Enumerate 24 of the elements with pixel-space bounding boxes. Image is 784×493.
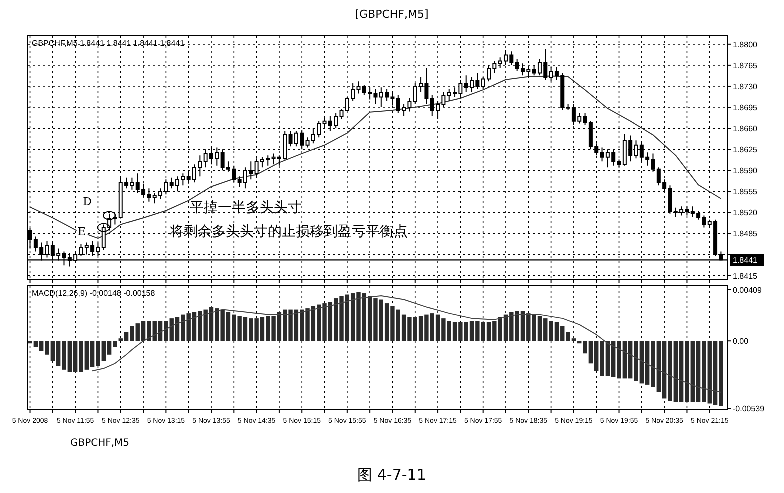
y-tick-label: 0.00 [733,337,750,346]
text: GBPCHF,M5 [70,438,130,449]
annotation: 平掉一半多头头寸 [190,200,302,216]
line-series [30,76,722,240]
y-tick-label: 1.8660 [733,124,758,134]
y-tick-label: 0.00409 [733,286,762,295]
y-tick-label: 1.8765 [733,61,758,70]
line-series [92,296,722,393]
y-tick-label: 1.8555 [733,188,758,197]
annotation: D [83,196,92,209]
y-tick-label: 1.8695 [733,104,758,113]
text: [GBPCHF,M5] [355,8,429,21]
chart-title: MACD(12,26,9) -0.00148 -0.00158 [32,289,156,298]
y-tick-label: 1.8590 [733,166,758,176]
caption: 图 4-7-11 [358,466,426,484]
y-tick-label: 1.8625 [733,146,758,155]
ref-line-label: 1.8441 [733,256,758,266]
y-tick-label: 1.8800 [733,40,758,50]
y-tick-label: 1.8415 [733,272,758,281]
y-tick-label: -0.00539 [733,404,766,414]
y-tick-label: 1.8520 [733,208,758,218]
y-tick-label: 1.8730 [733,82,758,92]
annotation: E [78,226,86,239]
y-tick-label: 1.8485 [733,230,758,239]
